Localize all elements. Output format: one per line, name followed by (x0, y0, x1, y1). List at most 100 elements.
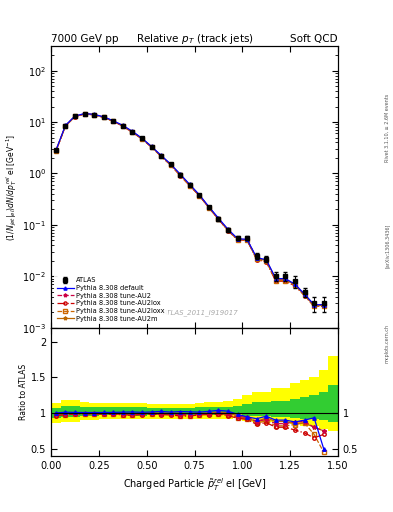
Pythia 8.308 default (226, 226, 230, 232)
Pythia 8.308 tune-AU2loxx (292, 282, 298, 288)
Pythia 8.308 tune-AU2lox (92, 112, 97, 118)
Pythia 8.308 tune-AU2lox (197, 193, 202, 199)
Pythia 8.308 tune-AU2lox (187, 183, 192, 189)
Pythia 8.308 default (111, 118, 116, 124)
Pythia 8.308 tune-AU2lox (226, 228, 230, 234)
X-axis label: Charged Particle $\tilde{p}^{rel}_{T}$ el [GeV]: Charged Particle $\tilde{p}^{rel}_{T}$ e… (123, 476, 266, 493)
Pythia 8.308 tune-AU2m (264, 257, 269, 263)
Pythia 8.308 tune-AU2 (111, 118, 116, 124)
Pythia 8.308 default (312, 302, 316, 308)
Pythia 8.308 tune-AU2m (274, 276, 278, 282)
Pythia 8.308 tune-AU2lox (216, 216, 221, 222)
Pythia 8.308 tune-AU2loxx (120, 123, 125, 129)
Pythia 8.308 tune-AU2m (168, 161, 173, 167)
Pythia 8.308 tune-AU2loxx (63, 123, 68, 129)
Pythia 8.308 tune-AU2m (207, 204, 211, 210)
Text: Soft QCD: Soft QCD (290, 33, 338, 44)
Pythia 8.308 tune-AU2m (302, 292, 307, 298)
Pythia 8.308 tune-AU2m (245, 237, 250, 243)
Pythia 8.308 tune-AU2 (302, 291, 307, 297)
Text: mcplots.cern.ch: mcplots.cern.ch (385, 324, 389, 362)
Pythia 8.308 default (292, 281, 298, 287)
Pythia 8.308 tune-AU2lox (264, 259, 269, 265)
Pythia 8.308 tune-AU2lox (130, 129, 135, 135)
Pythia 8.308 tune-AU2lox (302, 292, 307, 298)
Pythia 8.308 tune-AU2lox (101, 114, 106, 120)
Pythia 8.308 default (283, 275, 288, 282)
Pythia 8.308 tune-AU2 (149, 144, 154, 150)
Pythia 8.308 tune-AU2 (53, 148, 58, 154)
Pythia 8.308 default (149, 143, 154, 150)
Pythia 8.308 tune-AU2lox (207, 205, 211, 211)
Pythia 8.308 tune-AU2lox (283, 278, 288, 284)
Pythia 8.308 tune-AU2m (159, 153, 163, 159)
Pythia 8.308 tune-AU2m (92, 112, 97, 118)
Pythia 8.308 tune-AU2loxx (207, 204, 211, 210)
Pythia 8.308 default (245, 237, 250, 243)
Pythia 8.308 tune-AU2 (207, 204, 211, 210)
Pythia 8.308 tune-AU2loxx (73, 113, 77, 119)
Pythia 8.308 default (130, 128, 135, 134)
Line: Pythia 8.308 tune-AU2m: Pythia 8.308 tune-AU2m (54, 112, 326, 308)
Pythia 8.308 default (53, 147, 58, 154)
Pythia 8.308 tune-AU2lox (254, 257, 259, 263)
Pythia 8.308 tune-AU2lox (235, 237, 240, 243)
Pythia 8.308 tune-AU2m (216, 216, 221, 222)
Pythia 8.308 default (159, 152, 163, 158)
Pythia 8.308 tune-AU2 (82, 111, 87, 117)
Pythia 8.308 default (187, 181, 192, 187)
Pythia 8.308 tune-AU2lox (159, 153, 163, 159)
Pythia 8.308 tune-AU2m (178, 172, 183, 178)
Pythia 8.308 default (92, 111, 97, 117)
Pythia 8.308 tune-AU2lox (111, 118, 116, 124)
Text: ATLAS_2011_I919017: ATLAS_2011_I919017 (162, 310, 238, 316)
Line: Pythia 8.308 tune-AU2loxx: Pythia 8.308 tune-AU2loxx (54, 112, 325, 308)
Pythia 8.308 tune-AU2loxx (245, 237, 250, 243)
Pythia 8.308 tune-AU2 (245, 237, 250, 243)
Line: Pythia 8.308 tune-AU2: Pythia 8.308 tune-AU2 (54, 112, 326, 308)
Pythia 8.308 tune-AU2loxx (159, 153, 163, 159)
Pythia 8.308 tune-AU2m (226, 227, 230, 233)
Pythia 8.308 tune-AU2lox (53, 148, 58, 154)
Pythia 8.308 tune-AU2loxx (168, 162, 173, 168)
Pythia 8.308 tune-AU2m (130, 129, 135, 135)
Pythia 8.308 tune-AU2 (63, 123, 68, 129)
Pythia 8.308 tune-AU2 (264, 258, 269, 264)
Pythia 8.308 tune-AU2 (235, 237, 240, 243)
Legend: ATLAS, Pythia 8.308 default, Pythia 8.308 tune-AU2, Pythia 8.308 tune-AU2lox, Py: ATLAS, Pythia 8.308 default, Pythia 8.30… (54, 274, 167, 324)
Pythia 8.308 tune-AU2loxx (235, 237, 240, 243)
Pythia 8.308 default (168, 161, 173, 167)
Pythia 8.308 tune-AU2loxx (274, 278, 278, 284)
Pythia 8.308 tune-AU2m (187, 182, 192, 188)
Pythia 8.308 tune-AU2 (73, 113, 77, 119)
Pythia 8.308 tune-AU2loxx (187, 183, 192, 189)
Pythia 8.308 default (254, 254, 259, 261)
Pythia 8.308 default (264, 257, 269, 263)
Pythia 8.308 tune-AU2loxx (82, 111, 87, 117)
Pythia 8.308 default (82, 111, 87, 117)
Pythia 8.308 tune-AU2m (321, 303, 326, 309)
Pythia 8.308 tune-AU2lox (168, 162, 173, 168)
Pythia 8.308 tune-AU2 (168, 162, 173, 168)
Pythia 8.308 tune-AU2m (283, 276, 288, 282)
Pythia 8.308 tune-AU2 (187, 182, 192, 188)
Pythia 8.308 default (197, 191, 202, 198)
Pythia 8.308 tune-AU2 (120, 123, 125, 129)
Title: Relative $p_T$ (track jets): Relative $p_T$ (track jets) (136, 32, 253, 46)
Pythia 8.308 tune-AU2lox (178, 173, 183, 179)
Pythia 8.308 tune-AU2m (197, 192, 202, 198)
Pythia 8.308 default (235, 236, 240, 242)
Pythia 8.308 tune-AU2loxx (321, 303, 326, 309)
Pythia 8.308 tune-AU2lox (82, 111, 87, 117)
Pythia 8.308 default (207, 204, 211, 210)
Pythia 8.308 tune-AU2loxx (92, 112, 97, 118)
Y-axis label: $(1/N_{jet}|_{el})dN/dp^{rel}_{T}$ el [GeV$^{-1}$]: $(1/N_{jet}|_{el})dN/dp^{rel}_{T}$ el [G… (5, 133, 20, 241)
Pythia 8.308 tune-AU2loxx (226, 227, 230, 233)
Pythia 8.308 tune-AU2m (149, 144, 154, 150)
Pythia 8.308 tune-AU2lox (140, 136, 144, 142)
Pythia 8.308 tune-AU2loxx (149, 144, 154, 150)
Text: Rivet 3.1.10, ≥ 2.6M events: Rivet 3.1.10, ≥ 2.6M events (385, 94, 389, 162)
Line: Pythia 8.308 default: Pythia 8.308 default (54, 112, 325, 306)
Pythia 8.308 default (120, 122, 125, 129)
Pythia 8.308 tune-AU2 (101, 114, 106, 120)
